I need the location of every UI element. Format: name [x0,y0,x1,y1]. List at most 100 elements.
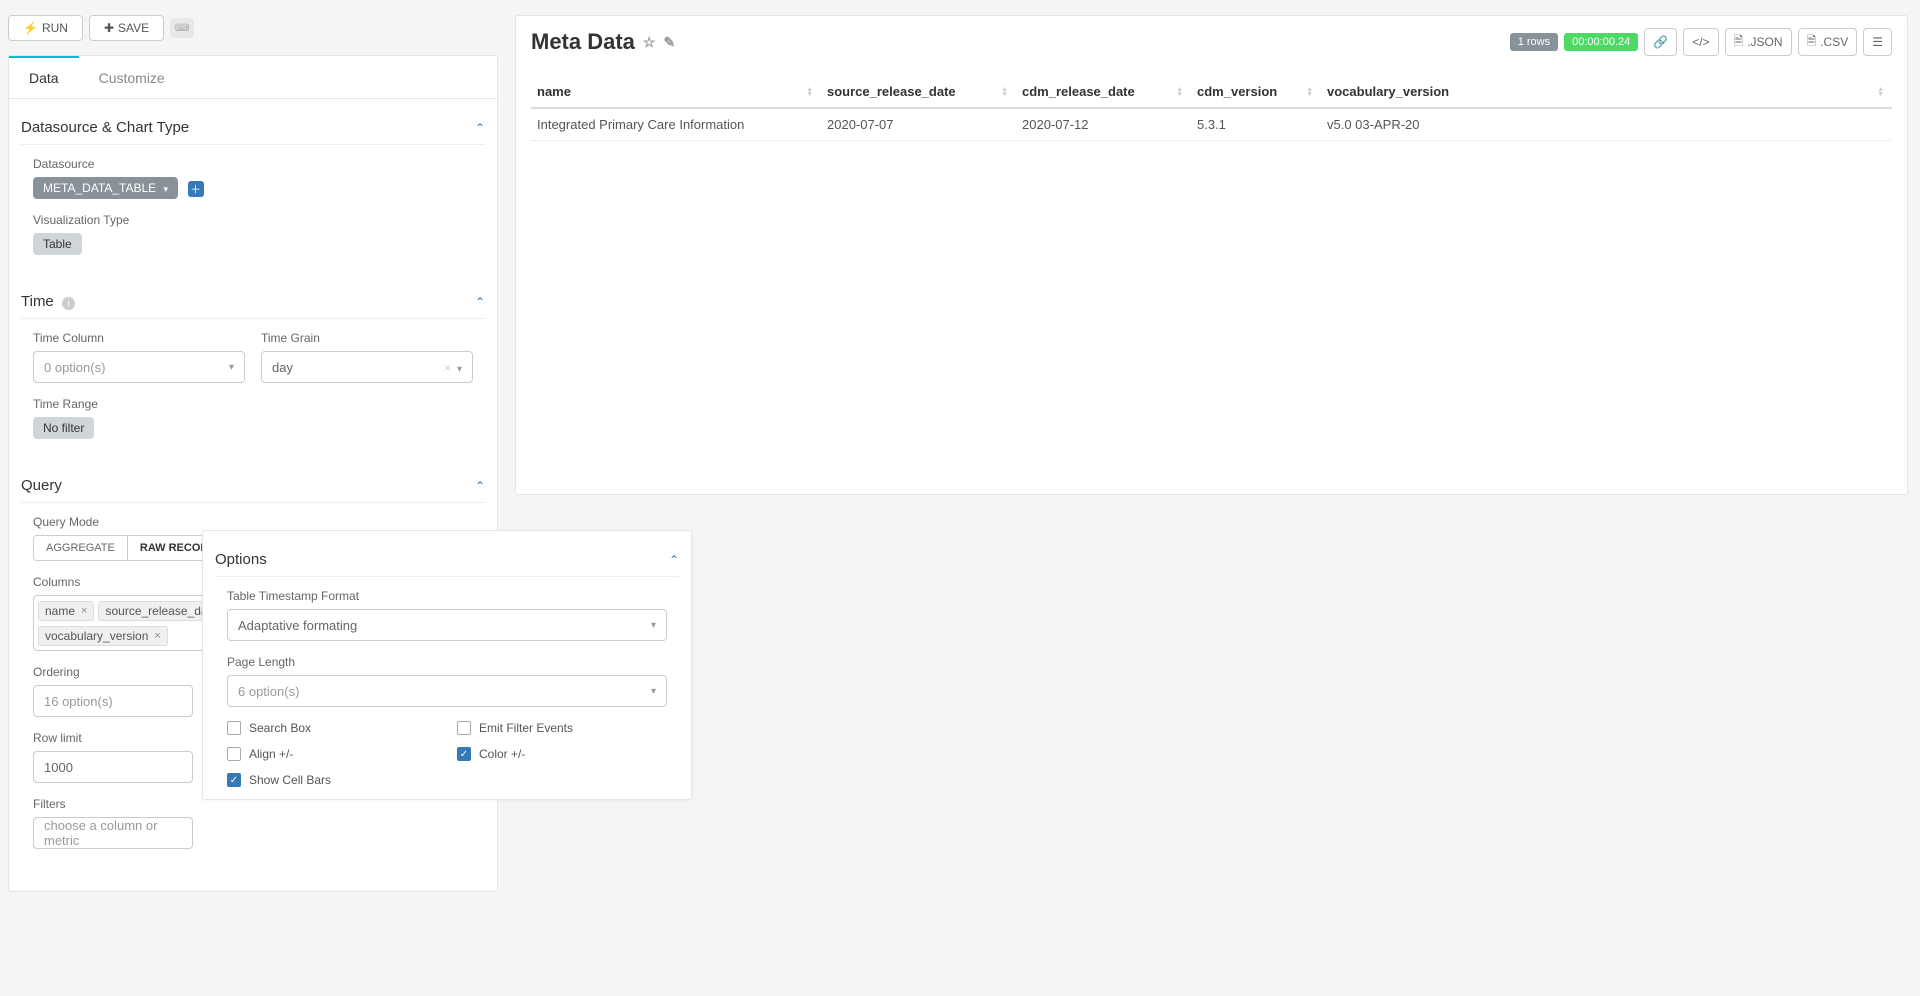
pagelen-select[interactable]: 6 option(s) ▾ [227,675,667,707]
searchbox-checkbox[interactable]: Search Box [227,721,437,735]
section-datasource-title: Datasource & Chart Type [21,119,189,136]
star-icon[interactable]: ☆ [643,34,656,51]
rowlimit-value: 1000 [44,760,73,775]
grain-select[interactable]: day × ▾ [261,351,473,383]
section-datasource-header[interactable]: Datasource & Chart Type ⌃ [21,111,485,145]
timecol-select[interactable]: 0 option(s) ▾ [33,351,245,383]
json-button[interactable]: 🗎.JSON [1725,28,1792,56]
viztype-select[interactable]: Table [33,233,82,255]
chevron-down-icon: ▾ [651,620,656,631]
datasource-label: Datasource [33,157,473,171]
run-label: RUN [42,21,68,35]
grain-label: Time Grain [261,331,473,345]
checkbox-icon [227,721,241,735]
timecol-value: 0 option(s) [44,360,105,375]
viztype-label: Visualization Type [33,213,473,227]
colorpm-checkbox[interactable]: ✓ Color +/- [457,747,667,761]
results-table: name▲▼ source_release_date▲▼ cdm_release… [531,76,1892,141]
rowlimit-select[interactable]: 1000 [33,751,193,783]
code-icon: </> [1692,35,1709,49]
tsfmt-label: Table Timestamp Format [227,589,667,603]
menu-icon: ☰ [1872,35,1883,49]
ordering-value: 16 option(s) [44,694,113,709]
cell: 2020-07-12 [1016,108,1191,141]
sort-icon: ▲▼ [1306,87,1313,97]
chevron-down-icon: ▾ [229,362,234,373]
sort-icon: ▲▼ [1176,87,1183,97]
link-button[interactable]: 🔗 [1644,28,1677,56]
grain-value: day [272,360,293,375]
rows-badge: 1 rows [1510,33,1558,51]
file-icon: 🗎 [1734,32,1744,53]
link-icon: 🔗 [1653,35,1668,49]
sort-icon: ▲▼ [1877,87,1884,97]
results-panel: Meta Data ☆ ✎ 1 rows 00:00:00.24 🔗 </> 🗎… [515,15,1908,495]
remove-tag-icon[interactable]: × [81,605,87,617]
csv-button[interactable]: 🗎.CSV [1798,28,1858,56]
timerange-select[interactable]: No filter [33,417,94,439]
embed-button[interactable]: </> [1683,28,1718,56]
tsfmt-value: Adaptative formating [238,618,357,633]
chevron-up-icon: ⌃ [475,479,485,493]
align-checkbox[interactable]: Align +/- [227,747,437,761]
aggregate-button[interactable]: AGGREGATE [34,536,128,560]
filters-select[interactable]: choose a column or metric [33,817,193,849]
menu-button[interactable]: ☰ [1863,28,1892,56]
cell: Integrated Primary Care Information [531,108,821,141]
column-tag: name× [38,601,94,621]
col-header[interactable]: cdm_version▲▼ [1191,76,1321,108]
datasource-select[interactable]: META_DATA_TABLE ▾ [33,177,178,199]
file-icon: 🗎 [1807,32,1817,53]
chevron-down-icon: ▾ [651,686,656,697]
ordering-select[interactable]: 16 option(s) [33,685,193,717]
section-options-header[interactable]: Options ⌃ [215,543,679,577]
save-label: SAVE [118,21,149,35]
emitfilter-checkbox[interactable]: Emit Filter Events [457,721,667,735]
chevron-up-icon: ⌃ [475,295,485,309]
col-header[interactable]: name▲▼ [531,76,821,108]
checkbox-icon [227,747,241,761]
info-icon: i [62,297,75,310]
chevron-down-icon: ▾ [457,364,462,375]
remove-tag-icon[interactable]: × [154,630,160,642]
col-header[interactable]: source_release_date▲▼ [821,76,1016,108]
add-datasource-icon[interactable]: ＋ [188,181,204,197]
page-title: Meta Data ☆ ✎ [531,29,675,55]
caret-down-icon: ▾ [163,184,168,194]
table-row: Integrated Primary Care Information 2020… [531,108,1892,141]
clear-icon[interactable]: × [444,361,451,375]
tsfmt-select[interactable]: Adaptative formating ▾ [227,609,667,641]
cellbars-checkbox[interactable]: ✓ Show Cell Bars [227,773,437,787]
checkbox-icon [457,721,471,735]
chevron-up-icon: ⌃ [475,121,485,135]
run-button[interactable]: ⚡ RUN [8,15,83,41]
edit-icon[interactable]: ✎ [663,34,675,51]
section-options-title: Options [215,551,267,568]
col-header[interactable]: vocabulary_version▲▼ [1321,76,1892,108]
sort-icon: ▲▼ [806,87,813,97]
save-button[interactable]: ✚ SAVE [89,15,164,41]
tab-data[interactable]: Data [9,56,79,98]
section-query-header[interactable]: Query ⌃ [21,469,485,503]
chevron-up-icon: ⌃ [669,553,679,567]
datasource-value: META_DATA_TABLE [43,181,156,195]
filters-placeholder: choose a column or metric [44,818,182,848]
section-time-title: Time i [21,293,75,310]
tab-customize[interactable]: Customize [79,56,185,98]
timerange-label: Time Range [33,397,473,411]
querymode-label: Query Mode [33,515,473,529]
sort-icon: ▲▼ [1001,87,1008,97]
plus-circle-icon: ✚ [104,21,114,35]
col-header[interactable]: cdm_release_date▲▼ [1016,76,1191,108]
pagelen-value: 6 option(s) [238,684,299,699]
bolt-icon: ⚡ [23,21,38,35]
options-panel: Options ⌃ Table Timestamp Format Adaptat… [202,530,692,800]
cell: 2020-07-07 [821,108,1016,141]
time-badge: 00:00:00.24 [1564,33,1638,51]
shortcut-icon: ⌨ [170,18,194,38]
pagelen-label: Page Length [227,655,667,669]
checkbox-checked-icon: ✓ [457,747,471,761]
checkbox-checked-icon: ✓ [227,773,241,787]
section-time-header[interactable]: Time i ⌃ [21,285,485,319]
timecol-label: Time Column [33,331,245,345]
